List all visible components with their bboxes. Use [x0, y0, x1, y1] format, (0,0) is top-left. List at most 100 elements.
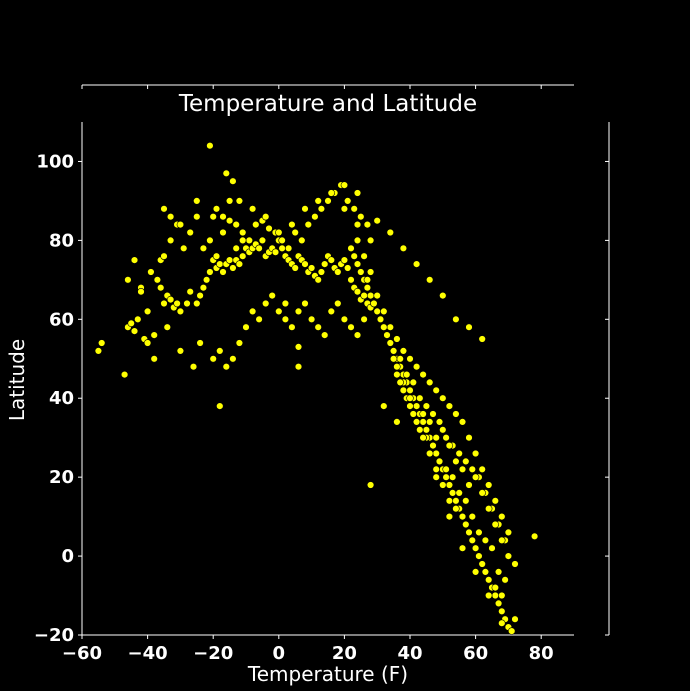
scatter-point — [393, 370, 401, 379]
scatter-point — [202, 276, 211, 284]
scatter-point — [491, 497, 499, 505]
scatter-point — [485, 591, 493, 600]
scatter-point — [235, 260, 244, 268]
scatter-point — [301, 299, 309, 308]
scatter-point — [327, 256, 335, 264]
scatter-point — [275, 228, 283, 237]
scatter-point — [225, 256, 234, 264]
scatter-point — [373, 291, 381, 300]
scatter-point — [471, 449, 480, 458]
scatter-point — [494, 568, 503, 576]
scatter-point — [255, 315, 263, 323]
scatter-point — [209, 213, 217, 221]
scatter-point — [281, 315, 290, 323]
scatter-point — [468, 536, 476, 544]
scatter-point — [445, 402, 454, 410]
scatter-point — [478, 489, 486, 497]
scatter-points — [94, 142, 539, 635]
scatter-point — [160, 205, 168, 213]
scatter-point — [163, 323, 172, 331]
scatter-point — [416, 394, 424, 402]
scatter-point — [373, 307, 381, 316]
scatter-point — [150, 331, 158, 339]
scatter-point — [275, 307, 283, 316]
scatter-point — [307, 264, 316, 272]
scatter-point — [353, 331, 362, 339]
scatter-point — [153, 276, 162, 284]
scatter-point — [321, 260, 329, 268]
scatter-point — [363, 284, 372, 292]
scatter-point — [406, 355, 414, 363]
scatter-point — [222, 169, 231, 178]
scatter-point — [393, 418, 401, 426]
y-tick-label: 0 — [61, 546, 74, 567]
scatter-point — [419, 370, 427, 379]
scatter-point — [294, 343, 303, 351]
scatter-point — [225, 197, 234, 205]
scatter-point — [481, 536, 490, 544]
scatter-point — [232, 220, 240, 229]
scatter-point — [452, 315, 460, 323]
scatter-point — [281, 299, 290, 308]
scatter-point — [173, 299, 181, 308]
scatter-point — [366, 268, 375, 276]
x-tick-label: 0 — [273, 643, 286, 664]
scatter-point — [494, 599, 503, 608]
scatter-point — [327, 307, 335, 316]
scatter-point — [199, 244, 208, 253]
scatter-point — [278, 236, 286, 245]
scatter-point — [239, 228, 247, 237]
scatter-point — [478, 560, 486, 568]
scatter-point — [334, 268, 342, 276]
scatter-point — [212, 252, 221, 260]
scatter-point — [406, 402, 414, 410]
scatter-point — [271, 248, 280, 256]
scatter-point — [301, 205, 309, 213]
scatter-point — [212, 205, 221, 213]
x-tick-label: −40 — [128, 643, 168, 664]
scatter-point — [252, 220, 260, 229]
scatter-point — [498, 591, 506, 600]
scatter-point — [478, 335, 486, 343]
scatter-point — [399, 347, 408, 355]
scatter-point — [360, 291, 368, 300]
scatter-point — [196, 291, 204, 300]
scatter-point — [180, 244, 188, 253]
scatter-point — [193, 197, 201, 205]
scatter-point — [209, 355, 217, 363]
scatter-point — [426, 378, 434, 387]
scatter-point — [458, 418, 467, 426]
scatter-point — [498, 536, 506, 544]
scatter-point — [219, 213, 227, 221]
y-tick-label: 100 — [36, 151, 74, 172]
scatter-point — [94, 347, 103, 355]
scatter-point — [501, 576, 509, 584]
scatter-point — [389, 347, 398, 355]
scatter-point — [304, 220, 312, 229]
scatter-point — [386, 323, 394, 331]
scatter-point — [455, 449, 463, 458]
scatter-point — [386, 228, 394, 237]
scatter-point — [419, 434, 427, 442]
scatter-point — [491, 583, 499, 592]
scatter-point — [419, 418, 427, 426]
scatter-point — [317, 205, 326, 213]
scatter-point — [166, 295, 175, 304]
scatter-point — [294, 307, 303, 316]
y-tick-label: −20 — [34, 625, 74, 646]
scatter-point — [183, 299, 191, 308]
scatter-point — [471, 568, 480, 576]
scatter-point — [232, 244, 240, 253]
scatter-point — [176, 220, 185, 229]
scatter-point — [120, 370, 129, 379]
scatter-point — [380, 402, 388, 410]
y-axis-ticks: −20 0 20 40 60 80 100 — [34, 151, 609, 646]
scatter-point — [432, 434, 440, 442]
joint-plot-frame — [81, 84, 610, 636]
scatter-point — [216, 260, 224, 268]
scatter-point — [340, 181, 349, 189]
scatter-point — [471, 473, 480, 481]
scatter-point — [160, 252, 168, 260]
x-axis-ticks: −60 −40 −20 0 20 40 60 80 — [62, 85, 554, 664]
scatter-point — [432, 449, 440, 458]
